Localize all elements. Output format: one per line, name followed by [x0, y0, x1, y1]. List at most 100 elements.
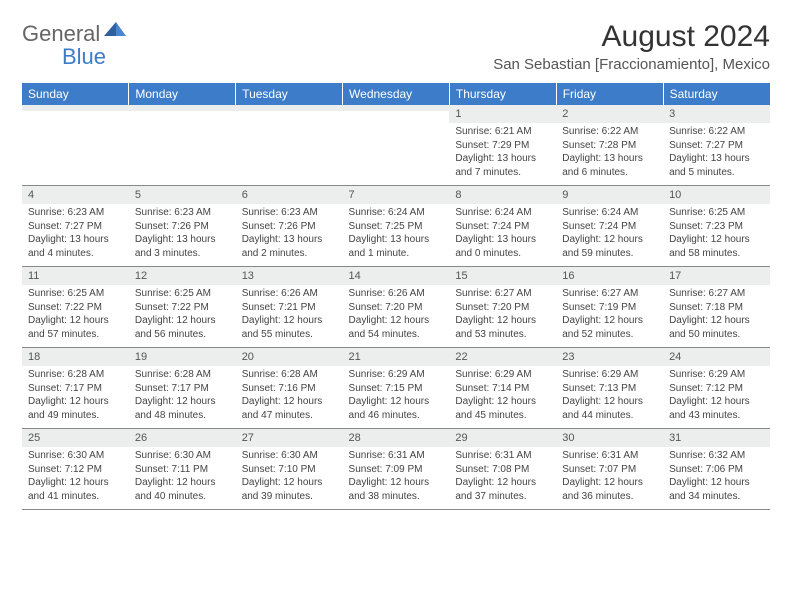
- calendar-week-row: 4Sunrise: 6:23 AMSunset: 7:27 PMDaylight…: [22, 186, 770, 267]
- day-number: 17: [663, 267, 770, 285]
- day-number: 4: [22, 186, 129, 204]
- day-content: Sunrise: 6:23 AMSunset: 7:26 PMDaylight:…: [236, 204, 343, 266]
- daylight-text: Daylight: 12 hours and 56 minutes.: [135, 314, 230, 341]
- calendar-week-row: 25Sunrise: 6:30 AMSunset: 7:12 PMDayligh…: [22, 429, 770, 510]
- day-number: 16: [556, 267, 663, 285]
- sunset-text: Sunset: 7:13 PM: [562, 382, 657, 396]
- sunset-text: Sunset: 7:20 PM: [349, 301, 444, 315]
- day-number: 14: [343, 267, 450, 285]
- day-content: Sunrise: 6:26 AMSunset: 7:20 PMDaylight:…: [343, 285, 450, 347]
- daylight-text: Daylight: 12 hours and 40 minutes.: [135, 476, 230, 503]
- day-content: [236, 111, 343, 169]
- daylight-text: Daylight: 12 hours and 37 minutes.: [455, 476, 550, 503]
- calendar-day-cell: 17Sunrise: 6:27 AMSunset: 7:18 PMDayligh…: [663, 267, 770, 348]
- day-content: Sunrise: 6:26 AMSunset: 7:21 PMDaylight:…: [236, 285, 343, 347]
- day-content: Sunrise: 6:31 AMSunset: 7:09 PMDaylight:…: [343, 447, 450, 509]
- sunrise-text: Sunrise: 6:24 AM: [455, 206, 550, 220]
- day-content: Sunrise: 6:29 AMSunset: 7:13 PMDaylight:…: [556, 366, 663, 428]
- day-number: 5: [129, 186, 236, 204]
- daylight-text: Daylight: 12 hours and 34 minutes.: [669, 476, 764, 503]
- calendar-day-cell: 27 Sunrise: 6:30 AMSunset: 7:10 PMDayligh…: [236, 429, 343, 510]
- daylight-text: Daylight: 12 hours and 53 minutes.: [455, 314, 550, 341]
- header: General August 2024 San Sebastian [Fracc…: [22, 20, 770, 73]
- calendar-day-cell: 26Sunrise: 6:30 AMSunset: 7:11 PMDayligh…: [129, 429, 236, 510]
- day-content: Sunrise: 6:29 AMSunset: 7:14 PMDaylight:…: [449, 366, 556, 428]
- calendar-day-cell: 30Sunrise: 6:31 AMSunset: 7:07 PMDayligh…: [556, 429, 663, 510]
- calendar-day-cell: 19Sunrise: 6:28 AMSunset: 7:17 PMDayligh…: [129, 348, 236, 429]
- sunrise-text: Sunrise: 6:29 AM: [669, 368, 764, 382]
- daylight-text: Daylight: 13 hours and 6 minutes.: [562, 152, 657, 179]
- sunrise-text: Sunrise: 6:30 AM: [242, 449, 337, 463]
- calendar-day-cell: 5Sunrise: 6:23 AMSunset: 7:26 PMDaylight…: [129, 186, 236, 267]
- sunset-text: Sunset: 7:21 PM: [242, 301, 337, 315]
- daylight-text: Daylight: 12 hours and 39 minutes.: [242, 476, 337, 503]
- daylight-text: Daylight: 13 hours and 7 minutes.: [455, 152, 550, 179]
- calendar-day-cell: 7Sunrise: 6:24 AMSunset: 7:25 PMDaylight…: [343, 186, 450, 267]
- sunset-text: Sunset: 7:26 PM: [242, 220, 337, 234]
- logo-blue-row: Blue: [28, 44, 106, 70]
- calendar-day-cell: 25Sunrise: 6:30 AMSunset: 7:12 PMDayligh…: [22, 429, 129, 510]
- calendar-day-cell: 12Sunrise: 6:25 AMSunset: 7:22 PMDayligh…: [129, 267, 236, 348]
- title-block: August 2024 San Sebastian [Fraccionamien…: [493, 20, 770, 73]
- weekday-header: Sunday: [22, 83, 129, 105]
- daylight-text: Daylight: 12 hours and 43 minutes.: [669, 395, 764, 422]
- day-number: 28: [343, 429, 450, 447]
- day-content: Sunrise: 6:29 AMSunset: 7:15 PMDaylight:…: [343, 366, 450, 428]
- sunrise-text: Sunrise: 6:31 AM: [349, 449, 444, 463]
- sunrise-text: Sunrise: 6:31 AM: [562, 449, 657, 463]
- day-content: Sunrise: 6:25 AMSunset: 7:23 PMDaylight:…: [663, 204, 770, 266]
- daylight-text: Daylight: 12 hours and 52 minutes.: [562, 314, 657, 341]
- day-number: 11: [22, 267, 129, 285]
- day-content: Sunrise: 6:30 AMSunset: 7:12 PMDaylight:…: [22, 447, 129, 509]
- sunrise-text: Sunrise: 6:28 AM: [242, 368, 337, 382]
- day-number: 8: [449, 186, 556, 204]
- day-content: Sunrise: 6:23 AMSunset: 7:26 PMDaylight:…: [129, 204, 236, 266]
- day-content: Sunrise: 6:24 AMSunset: 7:24 PMDaylight:…: [449, 204, 556, 266]
- sunset-text: Sunset: 7:10 PM: [242, 463, 337, 477]
- day-number: 27: [236, 429, 343, 447]
- sunrise-text: Sunrise: 6:31 AM: [455, 449, 550, 463]
- daylight-text: Daylight: 12 hours and 44 minutes.: [562, 395, 657, 422]
- daylight-text: Daylight: 12 hours and 38 minutes.: [349, 476, 444, 503]
- sunrise-text: Sunrise: 6:30 AM: [28, 449, 123, 463]
- sunset-text: Sunset: 7:17 PM: [28, 382, 123, 396]
- daylight-text: Daylight: 13 hours and 3 minutes.: [135, 233, 230, 260]
- day-content: Sunrise: 6:25 AMSunset: 7:22 PMDaylight:…: [129, 285, 236, 347]
- day-number: 3: [663, 105, 770, 123]
- day-content: Sunrise: 6:31 AMSunset: 7:07 PMDaylight:…: [556, 447, 663, 509]
- day-content: Sunrise: 6:25 AMSunset: 7:22 PMDaylight:…: [22, 285, 129, 347]
- day-content: Sunrise: 6:28 AMSunset: 7:17 PMDaylight:…: [129, 366, 236, 428]
- calendar-day-cell: 28Sunrise: 6:31 AMSunset: 7:09 PMDayligh…: [343, 429, 450, 510]
- weekday-header-row: Sunday Monday Tuesday Wednesday Thursday…: [22, 83, 770, 105]
- sunset-text: Sunset: 7:12 PM: [28, 463, 123, 477]
- day-content: [22, 111, 129, 169]
- sunrise-text: Sunrise: 6:26 AM: [242, 287, 337, 301]
- day-content: Sunrise: 6:27 AMSunset: 7:20 PMDaylight:…: [449, 285, 556, 347]
- sunset-text: Sunset: 7:18 PM: [669, 301, 764, 315]
- calendar-day-cell: 1Sunrise: 6:21 AMSunset: 7:29 PMDaylight…: [449, 105, 556, 186]
- day-number: 31: [663, 429, 770, 447]
- daylight-text: Daylight: 13 hours and 5 minutes.: [669, 152, 764, 179]
- weekday-header: Wednesday: [343, 83, 450, 105]
- daylight-text: Daylight: 12 hours and 41 minutes.: [28, 476, 123, 503]
- day-content: Sunrise: 6:29 AMSunset: 7:12 PMDaylight:…: [663, 366, 770, 428]
- daylight-text: Daylight: 12 hours and 57 minutes.: [28, 314, 123, 341]
- calendar-day-cell: [22, 105, 129, 186]
- sunset-text: Sunset: 7:14 PM: [455, 382, 550, 396]
- calendar-day-cell: 18Sunrise: 6:28 AMSunset: 7:17 PMDayligh…: [22, 348, 129, 429]
- sunrise-text: Sunrise: 6:29 AM: [455, 368, 550, 382]
- logo-text-general: General: [22, 21, 100, 47]
- daylight-text: Daylight: 13 hours and 1 minute.: [349, 233, 444, 260]
- sunset-text: Sunset: 7:06 PM: [669, 463, 764, 477]
- calendar-day-cell: 3Sunrise: 6:22 AMSunset: 7:27 PMDaylight…: [663, 105, 770, 186]
- day-content: [129, 111, 236, 169]
- daylight-text: Daylight: 13 hours and 4 minutes.: [28, 233, 123, 260]
- sunrise-text: Sunrise: 6:21 AM: [455, 125, 550, 139]
- sunrise-text: Sunrise: 6:28 AM: [28, 368, 123, 382]
- sunset-text: Sunset: 7:12 PM: [669, 382, 764, 396]
- day-content: [343, 111, 450, 169]
- calendar-day-cell: 14Sunrise: 6:26 AMSunset: 7:20 PMDayligh…: [343, 267, 450, 348]
- sunset-text: Sunset: 7:22 PM: [28, 301, 123, 315]
- sunset-text: Sunset: 7:08 PM: [455, 463, 550, 477]
- sunrise-text: Sunrise: 6:32 AM: [669, 449, 764, 463]
